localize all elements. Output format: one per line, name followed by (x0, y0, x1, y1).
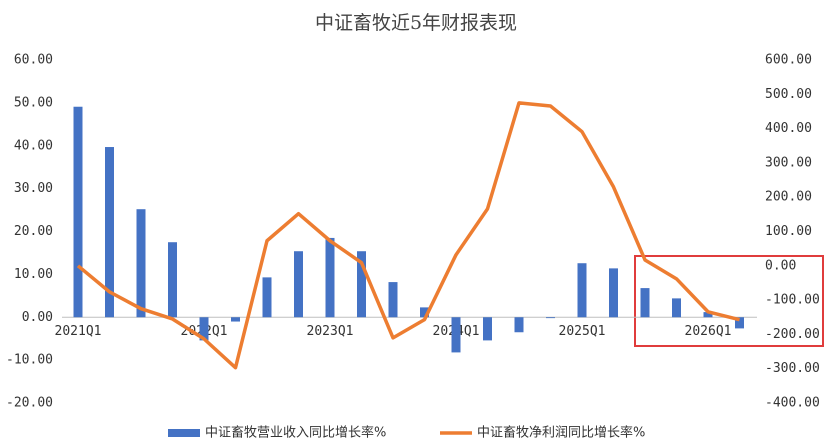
bar (546, 317, 555, 319)
y2-tick-label: 500.00 (765, 87, 812, 102)
legend-label: 中证畜牧净利润同比增长率% (477, 425, 645, 441)
bar (420, 307, 429, 318)
bar (231, 317, 240, 322)
bar (294, 251, 303, 318)
y-tick-label: 40.00 (14, 138, 53, 153)
legend-label: 中证畜牧营业收入同比增长率% (205, 425, 386, 441)
y-tick-label: 50.00 (14, 95, 53, 110)
bar (388, 282, 398, 318)
y2-tick-label: -100.00 (765, 293, 820, 308)
y2-tick-label: 400.00 (765, 121, 812, 136)
y2-tick-label: 0.00 (765, 258, 796, 273)
x-tick-label: 2021Q1 (55, 324, 102, 339)
bar (73, 106, 83, 318)
bar (168, 242, 177, 318)
bar (735, 317, 744, 329)
bar (577, 263, 587, 318)
legend-swatch (168, 429, 200, 437)
y-tick-label: -10.00 (6, 353, 53, 368)
y-tick-label: 10.00 (14, 267, 53, 282)
y-tick-label: -20.00 (6, 396, 53, 411)
y-tick-label: 20.00 (14, 224, 53, 239)
bar (703, 312, 713, 318)
bar (640, 288, 650, 318)
y2-tick-label: 300.00 (765, 155, 812, 170)
bar (514, 317, 524, 333)
y2-tick-label: -200.00 (765, 327, 820, 342)
x-tick-label: 2023Q1 (307, 324, 354, 339)
y2-tick-label: 100.00 (765, 224, 812, 239)
bar (262, 277, 272, 318)
bar (357, 251, 366, 318)
x-tick-label: 2026Q1 (685, 324, 732, 339)
line (76, 101, 740, 370)
bar (199, 317, 209, 341)
bar (609, 268, 618, 318)
y-tick-label: 60.00 (14, 53, 53, 68)
highlight-box (634, 255, 824, 347)
y-tick-label: 30.00 (14, 181, 53, 196)
y2-tick-label: 200.00 (765, 190, 812, 205)
y2-tick-label: -300.00 (765, 361, 820, 376)
bar (105, 147, 114, 318)
bar (451, 317, 461, 353)
y2-tick-label: -400.00 (765, 396, 820, 411)
x-tick-label: 2025Q1 (559, 324, 606, 339)
chart-title: 中证畜牧近5年财报表现 (315, 12, 517, 34)
bar (672, 298, 681, 318)
bar (136, 209, 146, 318)
bar (325, 237, 335, 318)
bar (483, 317, 492, 341)
y-tick-label: 0.00 (22, 310, 53, 325)
y2-tick-label: 600.00 (765, 53, 812, 68)
